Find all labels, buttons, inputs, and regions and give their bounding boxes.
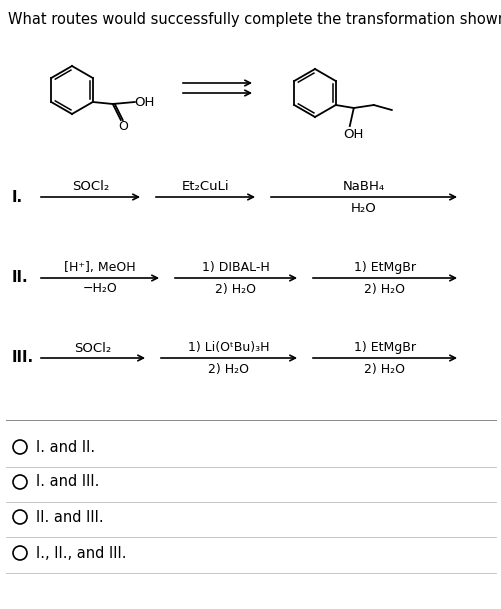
Text: SOCl₂: SOCl₂ bbox=[72, 180, 109, 194]
Text: 2) H₂O: 2) H₂O bbox=[364, 362, 405, 376]
Text: O: O bbox=[118, 119, 127, 133]
Text: NaBH₄: NaBH₄ bbox=[342, 180, 384, 194]
Text: −H₂O: −H₂O bbox=[83, 283, 117, 295]
Text: [H⁺], MeOH: [H⁺], MeOH bbox=[64, 261, 136, 273]
Text: 2) H₂O: 2) H₂O bbox=[364, 283, 405, 295]
Text: What routes would successfully complete the transformation shown?: What routes would successfully complete … bbox=[8, 12, 501, 27]
Text: H₂O: H₂O bbox=[350, 203, 376, 216]
Text: I., II., and III.: I., II., and III. bbox=[36, 546, 126, 560]
Text: I.: I. bbox=[12, 189, 23, 205]
Text: II.: II. bbox=[12, 270, 29, 286]
Text: 1) Li(OᵗBu)₃H: 1) Li(OᵗBu)₃H bbox=[188, 340, 269, 353]
Text: OH: OH bbox=[134, 96, 155, 108]
Text: SOCl₂: SOCl₂ bbox=[74, 342, 111, 354]
Text: OH: OH bbox=[343, 127, 363, 141]
Text: 2) H₂O: 2) H₂O bbox=[215, 283, 256, 295]
Text: 1) EtMgBr: 1) EtMgBr bbox=[353, 261, 415, 273]
Text: 1) DIBAL-H: 1) DIBAL-H bbox=[202, 261, 270, 273]
Text: 1) EtMgBr: 1) EtMgBr bbox=[353, 340, 415, 353]
Text: III.: III. bbox=[12, 351, 34, 365]
Text: II. and III.: II. and III. bbox=[36, 510, 103, 524]
Text: 2) H₂O: 2) H₂O bbox=[208, 362, 249, 376]
Text: I. and II.: I. and II. bbox=[36, 440, 95, 454]
Text: Et₂CuLi: Et₂CuLi bbox=[181, 180, 229, 194]
Text: I. and III.: I. and III. bbox=[36, 474, 99, 490]
